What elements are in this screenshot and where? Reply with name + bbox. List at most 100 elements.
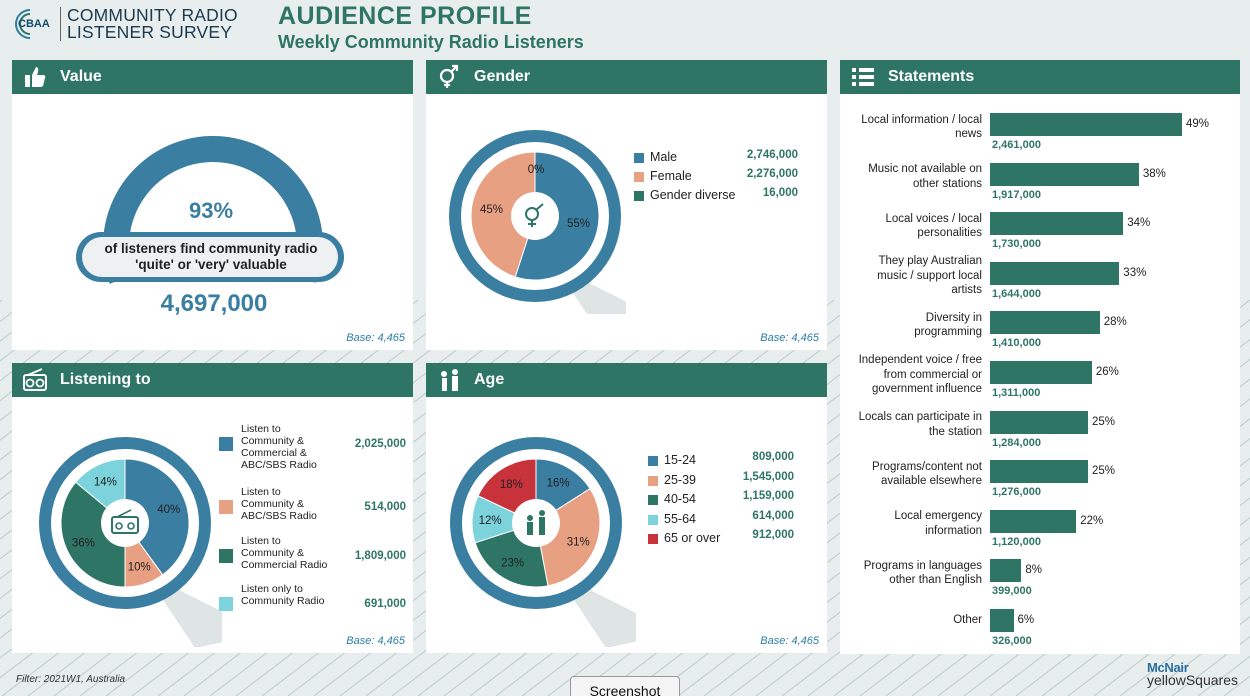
legend-label: 55-64 [664, 511, 696, 526]
statements-panel-header: Statements [840, 60, 1240, 94]
value-count: 4,697,000 [161, 290, 268, 317]
legend-value: 614,000 [752, 509, 794, 522]
statement-count: 1,120,000 [992, 535, 1041, 548]
statement-percent: 28% [1103, 316, 1127, 329]
statement-percent: 25% [1091, 465, 1115, 478]
statement-bar [990, 261, 1120, 285]
statement-count: 1,284,000 [992, 436, 1041, 449]
legend-swatch [219, 500, 233, 514]
legend-value: 1,159,000 [742, 490, 794, 502]
statements-panel-title: Statements [888, 68, 975, 85]
age-panel-header: Age [426, 363, 827, 397]
statement-percent: 38% [1142, 167, 1166, 180]
statement-percent: 26% [1095, 366, 1119, 378]
age-legend-item: 40-54 [648, 492, 696, 506]
legend-label: Listen to Community & Commercial & ABC/SBS … [241, 423, 317, 471]
age-legend-item: 25-39 [648, 473, 696, 487]
statement-label: Local voices / local personalities [885, 212, 982, 240]
statement-percent: 6% [1017, 614, 1035, 626]
logo-divider [60, 7, 61, 41]
family-icon [441, 369, 458, 391]
age-pie-chart: 16% 31% 23% 12% 18% [450, 437, 636, 647]
gender-legend-item: Female [634, 169, 692, 183]
statement-count: 2,461,000 [992, 139, 1041, 151]
statement-bar [990, 559, 1022, 583]
statement-bar [990, 212, 1124, 236]
legend-value: 514,000 [364, 501, 406, 513]
logo-title: COMMUNITY RADIO LISTENER SURVEY [67, 6, 238, 42]
value-base: Base: 4,465 [346, 332, 405, 344]
age-base: Base: 4,465 [760, 635, 819, 647]
legend-swatch [648, 534, 658, 544]
donut-hole [512, 499, 560, 547]
legend-value: 2,276,000 [746, 168, 798, 180]
gender-legend-item: Male [634, 150, 677, 164]
value-gauge: 93% of listeners find community radio 'q… [76, 135, 344, 317]
age-panel-title: Age [474, 371, 505, 388]
listening-panel-header: Listening to [12, 363, 413, 397]
legend-value: 16,000 [762, 187, 798, 199]
statement-label: Local information / local news [861, 113, 982, 141]
age-legend-item: 15-24 [648, 453, 696, 467]
gender-base: Base: 4,465 [760, 332, 819, 344]
gender-panel: Gender 55% 45% 0% Male 2,746,000 Female 2,276… [426, 60, 827, 350]
legend-label: 15-24 [664, 453, 696, 467]
legend-swatch [634, 191, 644, 201]
statement-bar [990, 311, 1100, 335]
legend-value: 809,000 [752, 451, 794, 463]
radio-icon [111, 509, 139, 534]
screenshot-button[interactable]: Screenshot [570, 676, 680, 696]
legend-swatch [219, 597, 233, 611]
statement-count: 1,311,000 [992, 387, 1041, 399]
statement-bar [990, 509, 1077, 533]
listening-base: Base: 4,465 [346, 635, 405, 647]
statement-count: 1,917,000 [992, 188, 1041, 201]
statement-label: Locals can participate in the station [858, 411, 982, 438]
legend-swatch [648, 514, 658, 525]
statement-bar [990, 609, 1014, 632]
logo-line-2: LISTENER SURVEY [67, 22, 233, 42]
legend-label: 40-54 [664, 492, 696, 506]
legend-label: Listen only to Community Radio [241, 583, 325, 607]
pie-slice-label: 16% [547, 478, 570, 490]
legend-label: Gender diverse [650, 188, 736, 202]
pie-slice-label: 10% [128, 562, 151, 574]
legend-swatch [648, 475, 658, 486]
statement-count: 1,410,000 [992, 337, 1041, 350]
header: CBAA COMMUNITY RADIO LISTENER SURVEY AUD… [0, 0, 1250, 56]
legend-label: 65 or over [664, 531, 721, 545]
pie-slice [470, 151, 536, 278]
legend-value: 1,545,000 [742, 470, 794, 483]
statement-bar [990, 361, 1092, 384]
legend-label: Listen to Community & Commercial Radio [241, 535, 328, 571]
age-panel: Age 16% 31% 23% 12% 18% 15-24 809,000 25-39 1,5… [426, 363, 827, 653]
legend-value: 691,000 [364, 598, 406, 610]
listening-panel-title: Listening to [60, 371, 151, 388]
legend-value: 1,809,000 [354, 550, 406, 562]
gauge-fill [103, 136, 323, 284]
statement-label: Diversity in programming [914, 311, 982, 339]
statement-percent: 33% [1123, 266, 1147, 279]
legend-swatch [219, 437, 233, 451]
legend-label: Female [650, 169, 692, 183]
legend-label: Listen to Community & ABC/SBS Radio [241, 486, 317, 522]
value-panel: Value 93% of listeners find community ra… [12, 60, 413, 350]
statement-label: Other [953, 613, 982, 626]
brand-line-1: McNair [1146, 660, 1189, 675]
legend-label: 25-39 [664, 472, 696, 487]
statement-percent: 8% [1025, 564, 1042, 577]
legend-swatch [648, 495, 658, 505]
legend-label: Male [650, 150, 678, 164]
statement-bar [990, 162, 1139, 186]
age-legend-item: 65 or over [648, 531, 720, 545]
gender-panel-title: Gender [474, 68, 531, 85]
value-panel-header: Value [12, 60, 413, 94]
statement-label: They play Australian music / support loca… [877, 255, 982, 297]
legend-swatch [219, 549, 233, 563]
caption-pill [82, 237, 338, 277]
statement-percent: 25% [1091, 415, 1115, 428]
statements-panel: Statements Local information / local news… [840, 60, 1240, 654]
pie-slice-label: 0% [528, 164, 545, 176]
legend-value: 2,025,000 [354, 438, 406, 450]
statement-percent: 22% [1080, 514, 1104, 527]
